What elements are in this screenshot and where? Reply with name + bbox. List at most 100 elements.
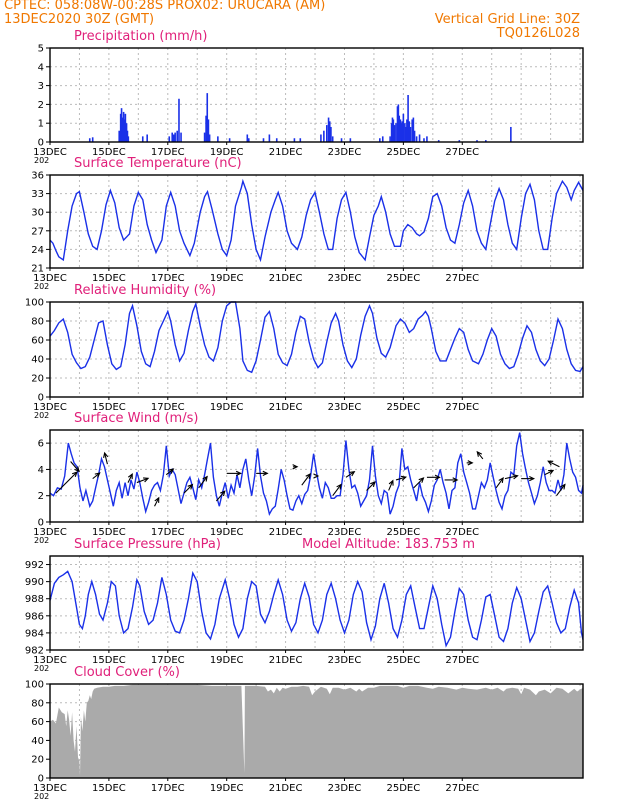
x-tick-label: 17DEC — [151, 273, 185, 284]
precip-bar — [409, 126, 412, 142]
x-tick-label: 17DEC — [151, 655, 185, 666]
precip-bar — [389, 136, 391, 142]
wind-arrow-head — [418, 477, 425, 483]
y-tick-label: 0 — [38, 518, 44, 529]
x-year-label: 202 — [34, 792, 49, 800]
y-tick-label: 40 — [31, 736, 44, 747]
series-line — [49, 178, 584, 263]
wind-arrow — [103, 451, 109, 465]
precip-bar — [328, 121, 331, 142]
wind-arrow — [55, 471, 78, 494]
x-year-label: 202 — [34, 282, 49, 291]
x-tick-label: 21DEC — [269, 527, 303, 538]
wind-arrow-head — [143, 477, 150, 483]
y-tick-label: 20 — [31, 374, 44, 385]
y-tick-label: 1 — [38, 119, 44, 130]
precip-bar — [123, 119, 126, 142]
y-tick-label: 36 — [31, 171, 44, 182]
precip-bar — [415, 136, 418, 142]
wind-arrow — [426, 474, 441, 480]
wind-arrow — [136, 477, 150, 484]
x-tick-label: 25DEC — [387, 147, 421, 158]
precip-bar — [381, 136, 384, 142]
panel-frame — [49, 174, 584, 269]
precip-bar — [404, 126, 407, 142]
y-tick-label: 60 — [31, 336, 44, 347]
wind-arrow — [413, 477, 425, 489]
y-tick-label: 6 — [38, 439, 44, 450]
precip-bar — [141, 136, 144, 142]
wind-arrow-head — [168, 468, 175, 474]
wind-arrow-head — [71, 471, 78, 477]
y-tick-label: 60 — [31, 717, 44, 728]
precip-bar — [423, 138, 425, 142]
wind-arrow-head — [187, 483, 194, 490]
wind-arrow-head — [370, 481, 376, 487]
precip-bar — [510, 126, 512, 142]
precip-bar — [206, 93, 209, 142]
wind-arrow-shaft — [301, 473, 311, 486]
wind-arrow-head — [74, 466, 80, 473]
y-tick-label: 984 — [25, 628, 44, 639]
x-tick-label: 25DEC — [387, 273, 421, 284]
precip-bar — [407, 95, 409, 142]
wind-arrow-shaft — [165, 468, 174, 476]
y-tick-label: 3 — [38, 81, 44, 92]
wind-arrow-head — [434, 474, 441, 480]
x-tick-label: 23DEC — [328, 527, 362, 538]
wind-arrow — [466, 460, 474, 466]
y-tick-label: 100 — [25, 298, 44, 309]
wind-arrow-shaft — [476, 451, 484, 460]
x-year-label: 202 — [34, 156, 49, 165]
wind-arrow — [476, 450, 484, 460]
y-tick-label: 21 — [31, 264, 44, 275]
precip-bar — [320, 134, 322, 142]
x-tick-label: 21DEC — [269, 273, 303, 284]
precip-bar — [126, 130, 129, 142]
precip-bar — [398, 115, 401, 142]
y-tick-label: 40 — [31, 355, 44, 366]
wind-arrow-shaft — [55, 471, 78, 494]
wind-arrow-shaft — [388, 480, 394, 491]
x-tick-label: 13DEC — [33, 527, 67, 538]
wind-arrow-head — [219, 490, 226, 497]
precip-bar — [399, 119, 402, 142]
precip-bar — [391, 117, 394, 142]
wind-arrow — [495, 477, 504, 489]
precip-bar — [246, 134, 249, 142]
wind-arrow-shaft — [154, 497, 160, 507]
wind-arrow — [556, 483, 566, 497]
precip-bar — [172, 134, 175, 142]
x-tick-label: 21DEC — [269, 783, 303, 794]
panel-frame — [49, 47, 584, 143]
panel-frame — [49, 429, 584, 523]
wind-arrow-head — [547, 460, 554, 466]
x-tick-label: 19DEC — [210, 527, 244, 538]
y-tick-label: 0 — [38, 774, 44, 785]
y-tick-label: 30 — [31, 208, 44, 219]
precip-bar — [411, 119, 414, 142]
x-tick-label: 27DEC — [445, 783, 479, 794]
wind-arrow-shaft — [183, 484, 193, 494]
wind-arrow-head — [313, 473, 320, 479]
precip-bar — [393, 125, 396, 142]
wind-arrow — [366, 481, 376, 491]
wind-arrow-head — [400, 475, 408, 481]
precip-bar — [207, 119, 210, 142]
y-tick-label: 986 — [25, 611, 44, 622]
y-tick-label: 4 — [38, 465, 44, 476]
wind-arrow-shaft — [395, 476, 406, 481]
x-year-label: 202 — [34, 411, 49, 420]
wind-arrow — [256, 470, 269, 477]
wind-arrow — [388, 479, 394, 491]
precip-bar — [178, 98, 180, 142]
wind-arrow-head — [388, 479, 394, 486]
y-tick-label: 33 — [31, 189, 44, 200]
y-tick-label: 80 — [31, 698, 44, 709]
x-tick-label: 17DEC — [151, 402, 185, 413]
precip-bar — [485, 140, 487, 142]
x-tick-label: 17DEC — [151, 147, 185, 158]
wind-arrow-head — [305, 472, 311, 480]
header-grid-note: Vertical Grid Line: 30Z — [434, 12, 580, 27]
x-tick-label: 25DEC — [387, 783, 421, 794]
